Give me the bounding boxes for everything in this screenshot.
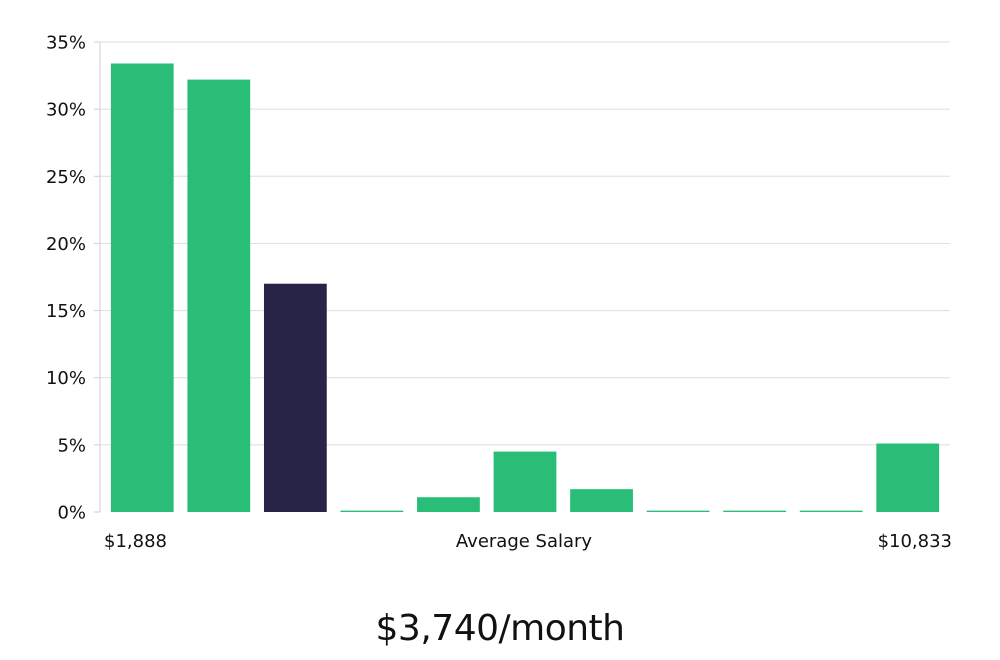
bar (110, 63, 174, 512)
bar (417, 497, 480, 512)
y-tick-label: 20% (46, 234, 86, 255)
bar (876, 443, 940, 512)
y-tick-label: 5% (57, 435, 86, 456)
y-tick-label: 0% (57, 503, 86, 524)
bar (646, 510, 710, 512)
x-axis-title: Average Salary (456, 531, 593, 552)
x-min-label: $1,888 (104, 531, 167, 552)
bar (723, 510, 787, 512)
bar (340, 510, 404, 512)
bars (110, 63, 940, 512)
y-tick-label: 30% (46, 100, 86, 121)
y-tick-label: 25% (46, 167, 86, 188)
bar (799, 510, 863, 512)
y-tick-label: 15% (46, 301, 86, 322)
y-axis-ticks: 0% 5% 10% 15% 20% 25% 30% 35% (46, 33, 100, 524)
average-salary-value: $3,740/month (375, 608, 625, 649)
bar-highlighted (263, 283, 327, 512)
y-tick-label: 35% (46, 33, 86, 54)
y-tick-label: 10% (46, 368, 86, 389)
bar (187, 79, 251, 512)
salary-histogram: 0% 5% 10% 15% 20% 25% 30% 35% $1,888 Average Sa… (46, 33, 952, 553)
bar (493, 451, 557, 512)
bar (570, 489, 633, 512)
x-max-label: $10,833 (878, 531, 952, 552)
